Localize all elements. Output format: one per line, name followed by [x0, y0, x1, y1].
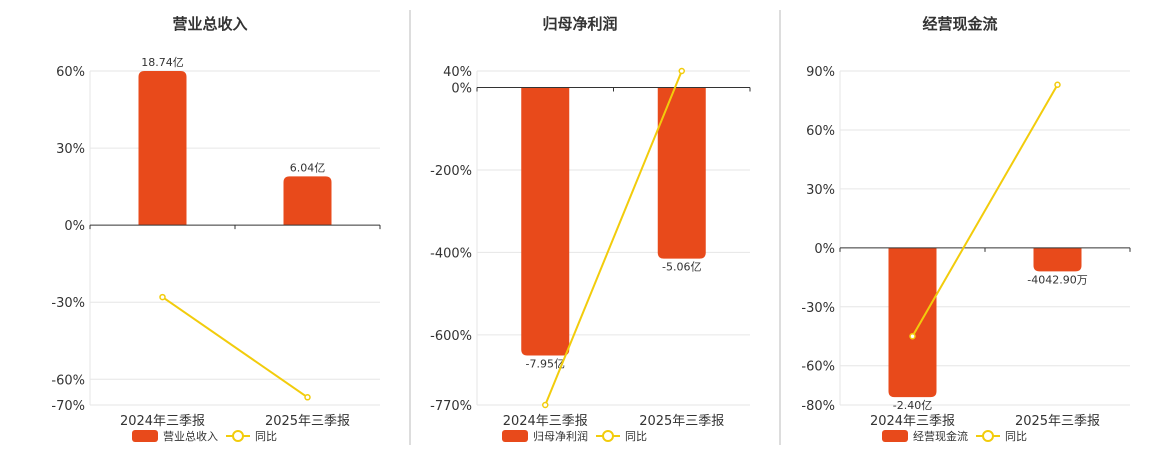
y-tick-label: 30% — [806, 183, 835, 198]
bar-data-label: -2.40亿 — [893, 399, 932, 412]
legend-line-marker — [232, 430, 244, 442]
bar — [888, 247, 937, 398]
yoy-line — [911, 84, 1059, 337]
y-tick-label: 0% — [451, 81, 472, 96]
y-tick-label: -600% — [430, 329, 472, 344]
bar-data-label: -4042.90万 — [1027, 273, 1087, 286]
legend-bar-label: 营业总收入 — [163, 429, 218, 443]
y-tick-label: -200% — [430, 164, 472, 179]
legend-bar-swatch — [132, 430, 158, 442]
y-tick-label: 40% — [443, 65, 472, 80]
chart-title: 营业总收入 — [172, 15, 247, 33]
y-tick-label: 60% — [806, 124, 835, 139]
chart-panel-3: 经营现金流 90% 60% 30% 0% -30% -60% -80% -2.40亿 -4042.… — [801, 15, 1131, 443]
bar-data-label: 6.04亿 — [290, 161, 326, 174]
yoy-point — [909, 332, 916, 340]
y-tick-label: -400% — [430, 246, 472, 261]
y-tick-label: -30% — [51, 296, 85, 311]
legend-bar-swatch — [882, 430, 908, 442]
bar — [657, 87, 706, 259]
bar — [1033, 247, 1082, 272]
x-category-label: 2025年三季报 — [639, 414, 724, 429]
y-tick-label: 0% — [64, 219, 85, 234]
legend-bar-label: 经营现金流 — [913, 429, 968, 443]
chart-title: 经营现金流 — [922, 15, 997, 33]
legend-line-label: 同比 — [1005, 430, 1027, 443]
yoy-point — [542, 401, 549, 409]
bar-data-label: -5.06亿 — [662, 261, 701, 274]
legend-line-marker — [602, 430, 614, 442]
legend-bar-label: 归母净利润 — [533, 429, 588, 443]
bar — [521, 87, 570, 356]
yoy-point — [1054, 81, 1061, 89]
x-category-label: 2025年三季报 — [265, 414, 350, 429]
y-tick-label: -30% — [801, 301, 835, 316]
bar-data-label: -7.95亿 — [526, 358, 565, 371]
yoy-point — [678, 67, 685, 75]
chart-panel-1: 营业总收入 60% 30% 0% -30% -60% -70% 18.74亿 6.04亿 2024… — [51, 15, 381, 443]
x-category-label: 2025年三季报 — [1015, 414, 1100, 429]
y-tick-label: -70% — [51, 399, 85, 414]
legend-line-marker — [982, 430, 994, 442]
y-tick-label: 30% — [56, 142, 85, 157]
y-tick-label: -770% — [430, 399, 472, 414]
legend-line-label: 同比 — [625, 430, 647, 443]
y-tick-label: -80% — [801, 399, 835, 414]
legend-bar-swatch — [502, 430, 528, 442]
chart-title: 归母净利润 — [542, 15, 617, 33]
x-category-label: 2024年三季报 — [120, 414, 205, 429]
y-tick-label: -60% — [801, 360, 835, 375]
legend-line-label: 同比 — [255, 430, 277, 443]
chart-panel-2: 归母净利润 40%0% -200% -400% -600% -770% -7.95亿 -5.0… — [430, 15, 751, 443]
y-tick-label: -60% — [51, 373, 85, 388]
y-tick-label: 90% — [806, 65, 835, 80]
y-tick-label: 0% — [814, 242, 835, 257]
yoy-line — [161, 296, 309, 399]
x-category-label: 2024年三季报 — [503, 414, 588, 429]
x-category-label: 2024年三季报 — [870, 414, 955, 429]
yoy-line — [544, 70, 683, 406]
bar-data-label: 18.74亿 — [141, 56, 184, 69]
bar — [138, 71, 187, 226]
yoy-point — [304, 394, 311, 401]
bar — [283, 176, 332, 226]
y-tick-label: 60% — [56, 65, 85, 80]
yoy-point — [159, 293, 166, 301]
